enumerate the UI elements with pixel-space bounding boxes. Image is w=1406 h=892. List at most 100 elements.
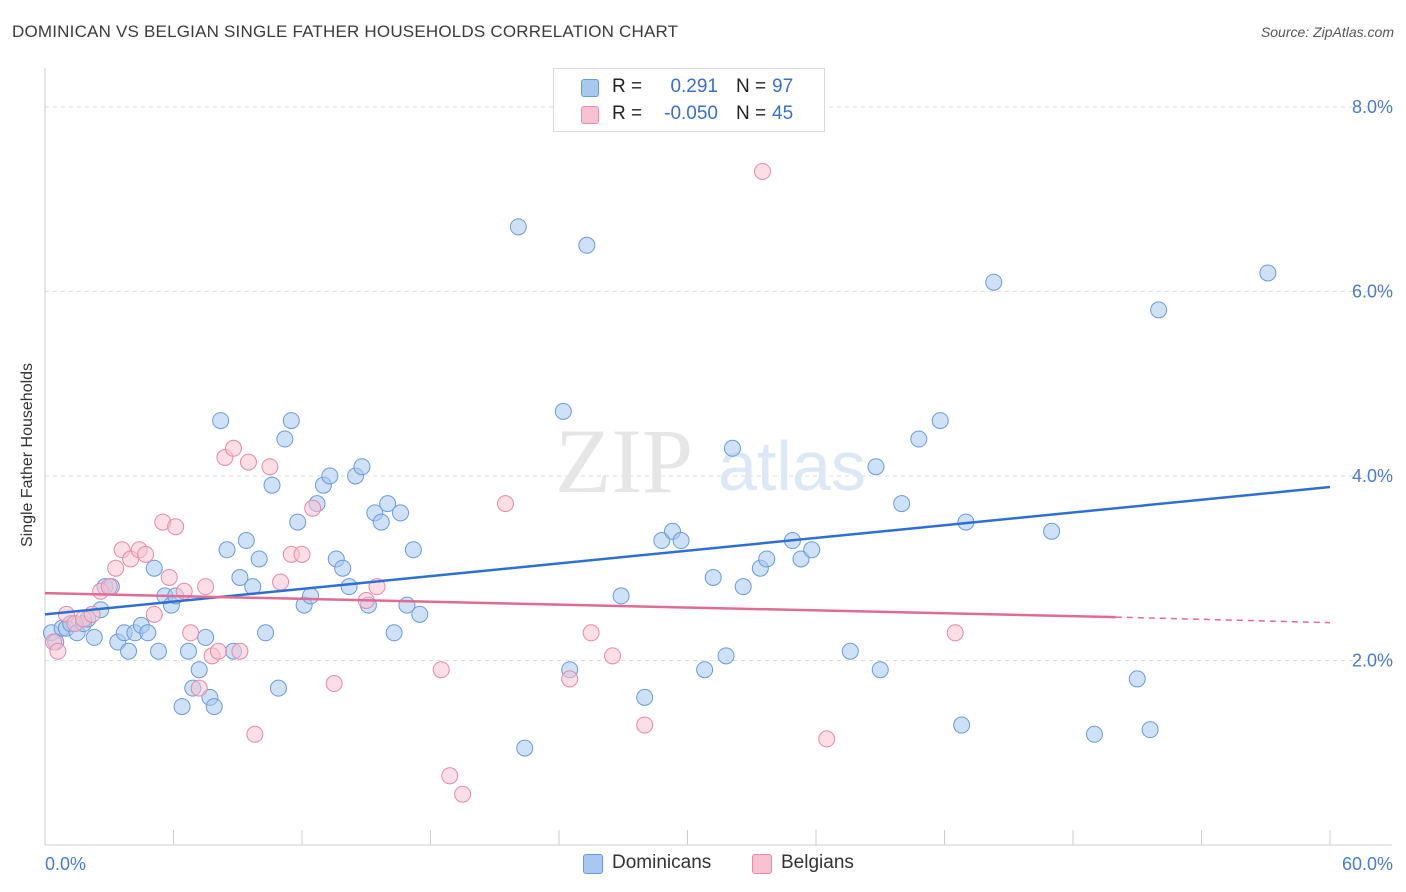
point-belgians bbox=[190, 679, 208, 697]
point-belgians bbox=[818, 730, 836, 748]
point-dominicans bbox=[218, 541, 236, 559]
point-dominicans bbox=[321, 467, 339, 485]
point-dominicans bbox=[237, 532, 255, 550]
watermark-zip: ZIP bbox=[555, 410, 693, 512]
point-dominicans bbox=[953, 716, 971, 734]
point-dominicans bbox=[173, 698, 191, 716]
point-dominicans bbox=[379, 495, 397, 513]
y-tick-label: 8.0% bbox=[1352, 97, 1393, 117]
trend-lines bbox=[44, 485, 1331, 624]
point-dominicans bbox=[212, 412, 230, 430]
chart-title: DOMINICAN VS BELGIAN SINGLE FATHER HOUSE… bbox=[12, 22, 679, 41]
point-dominicans bbox=[340, 578, 358, 596]
point-dominicans bbox=[197, 628, 215, 646]
point-dominicans bbox=[257, 624, 275, 642]
y-tick-label: 2.0% bbox=[1352, 650, 1393, 670]
point-dominicans bbox=[302, 587, 320, 605]
point-dominicans bbox=[1085, 725, 1103, 743]
source-label: Source: ZipAtlas.com bbox=[1260, 24, 1394, 40]
legend-n-label: N = bbox=[736, 103, 767, 124]
legend-r-label: R = bbox=[612, 76, 643, 97]
point-dominicans bbox=[334, 559, 352, 577]
legend-n-label: N = bbox=[736, 76, 767, 97]
point-dominicans bbox=[554, 402, 572, 420]
point-belgians bbox=[604, 647, 622, 665]
legend-n-value: 97 bbox=[772, 76, 794, 97]
legend-r-value: -0.050 bbox=[664, 103, 718, 124]
point-belgians bbox=[137, 545, 155, 563]
legend-r-value: 0.291 bbox=[670, 76, 718, 97]
point-dominicans bbox=[353, 458, 371, 476]
point-dominicans bbox=[1150, 301, 1168, 319]
point-dominicans bbox=[179, 642, 197, 660]
point-dominicans bbox=[612, 587, 630, 605]
bottom-legend-swatch-dominicans bbox=[583, 854, 603, 874]
point-dominicans bbox=[231, 568, 249, 586]
point-dominicans bbox=[931, 412, 949, 430]
point-belgians bbox=[167, 518, 185, 536]
point-dominicans bbox=[985, 273, 1003, 291]
point-belgians bbox=[946, 624, 964, 642]
watermark-atlas: atlas bbox=[718, 427, 866, 505]
watermark: ZIP atlas bbox=[555, 410, 866, 512]
point-dominicans bbox=[392, 504, 410, 522]
point-belgians bbox=[209, 642, 227, 660]
point-belgians bbox=[304, 499, 322, 517]
point-dominicans bbox=[893, 495, 911, 513]
x-tick-label: 60.0% bbox=[1342, 854, 1393, 874]
point-dominicans bbox=[509, 218, 527, 236]
point-dominicans bbox=[1141, 721, 1159, 739]
point-belgians bbox=[49, 642, 67, 660]
point-dominicans bbox=[723, 439, 741, 457]
point-belgians bbox=[561, 670, 579, 688]
bottom-legend-label: Belgians bbox=[781, 852, 854, 873]
point-dominicans bbox=[372, 513, 390, 531]
point-belgians bbox=[182, 624, 200, 642]
tick-labels: 2.0% 4.0% 6.0% 8.0% 0.0% 60.0% bbox=[45, 97, 1393, 874]
point-dominicans bbox=[190, 661, 208, 679]
point-dominicans bbox=[871, 661, 889, 679]
legend-swatch-dominicans bbox=[581, 79, 599, 97]
bottom-legend-swatch-belgians bbox=[752, 854, 772, 874]
point-dominicans bbox=[672, 532, 690, 550]
point-dominicans bbox=[150, 642, 168, 660]
point-dominicans bbox=[578, 236, 596, 254]
trend-line-dominicans bbox=[44, 485, 1331, 616]
point-belgians bbox=[231, 642, 249, 660]
legend-n-value: 45 bbox=[772, 103, 794, 124]
bottom-legend-label: Dominicans bbox=[612, 852, 712, 873]
point-belgians bbox=[160, 568, 178, 586]
point-dominicans bbox=[734, 578, 752, 596]
point-belgians bbox=[239, 453, 257, 471]
point-dominicans bbox=[867, 458, 885, 476]
point-dominicans bbox=[404, 541, 422, 559]
point-belgians bbox=[224, 439, 242, 457]
x-tick-label: 0.0% bbox=[45, 854, 86, 874]
point-belgians bbox=[246, 725, 264, 743]
point-dominicans bbox=[1259, 264, 1277, 282]
point-dominicans bbox=[696, 661, 714, 679]
point-dominicans bbox=[803, 541, 821, 559]
point-belgians bbox=[197, 578, 215, 596]
point-dominicans bbox=[704, 568, 722, 586]
point-dominicans bbox=[276, 430, 294, 448]
series-dominicans bbox=[42, 218, 1277, 757]
legend-row-belgians: R = -0.050 N = 45 bbox=[554, 100, 824, 128]
trend-line-belgians-extrapolated bbox=[1115, 616, 1331, 624]
point-dominicans bbox=[250, 550, 268, 568]
point-dominicans bbox=[516, 739, 534, 757]
point-dominicans bbox=[1128, 670, 1146, 688]
point-belgians bbox=[454, 785, 472, 803]
point-dominicans bbox=[205, 698, 223, 716]
legend-r-label: R = bbox=[612, 103, 643, 124]
point-dominicans bbox=[792, 550, 810, 568]
point-belgians bbox=[636, 716, 654, 734]
point-dominicans bbox=[758, 550, 776, 568]
point-dominicans bbox=[717, 647, 735, 665]
correlation-legend: R = 0.291 N = 97 R = -0.050 N = 45 bbox=[553, 68, 825, 132]
legend-row-dominicans: R = 0.291 N = 97 bbox=[554, 73, 824, 101]
point-dominicans bbox=[145, 559, 163, 577]
point-belgians bbox=[753, 162, 771, 180]
point-dominicans bbox=[1043, 522, 1061, 540]
